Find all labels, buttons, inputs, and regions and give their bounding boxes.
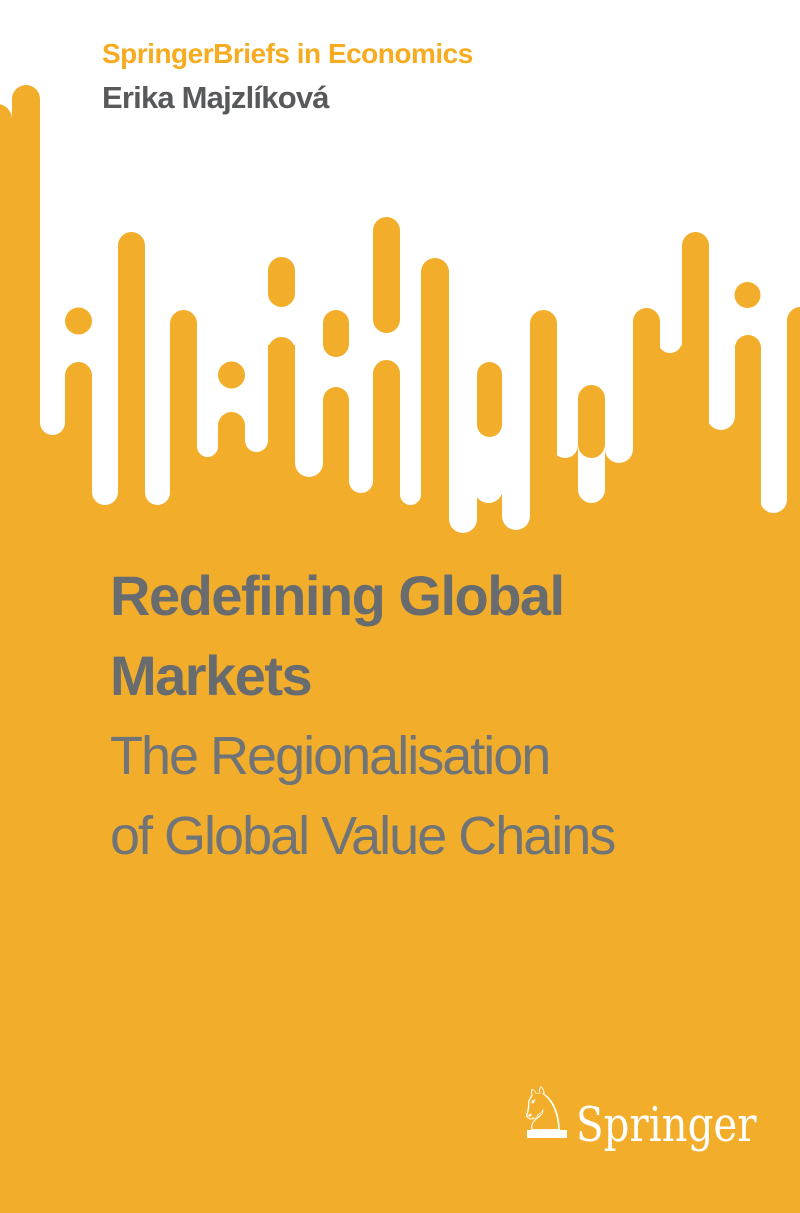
book-subtitle: The Regionalisation of Global Value Chai… bbox=[110, 716, 770, 876]
title-block: Redefining Global Markets The Regionalis… bbox=[110, 556, 770, 876]
book-subtitle-line1: The Regionalisation bbox=[110, 726, 551, 786]
book-title: Redefining Global Markets bbox=[110, 556, 770, 716]
book-subtitle-line2: of Global Value Chains bbox=[110, 806, 616, 866]
book-title-line1: Redefining Global bbox=[110, 564, 565, 627]
author-name: Erika Majzlíková bbox=[102, 80, 330, 115]
book-title-line2: Markets bbox=[110, 644, 313, 707]
series-title: SpringerBriefs in Economics bbox=[102, 38, 473, 69]
